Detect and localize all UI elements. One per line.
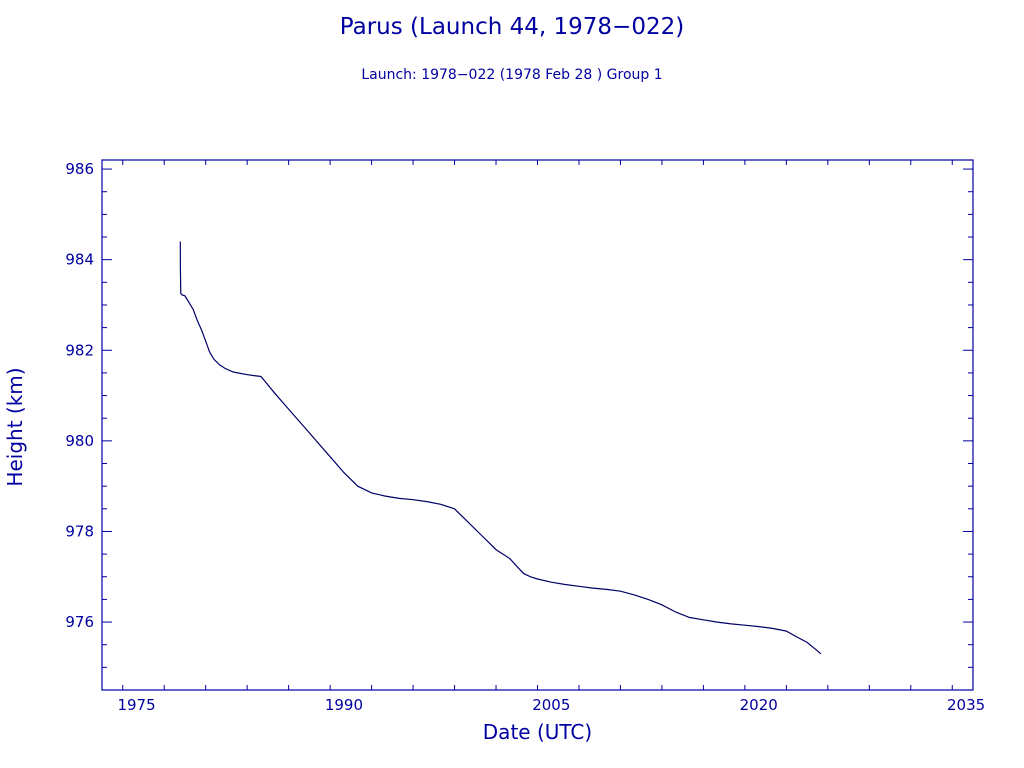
- plot-frame: [101, 159, 974, 691]
- y-axis-label: Height (km): [3, 367, 27, 486]
- axis-ticks: [102, 160, 973, 691]
- x-tick-label: 2035: [947, 696, 985, 714]
- x-tick-label: 2020: [740, 696, 778, 714]
- series-line: [179, 241, 822, 655]
- chart-title: Parus (Launch 44, 1978−022): [339, 14, 685, 40]
- chart-subtitle: Launch: 1978−022 (1978 Feb 28 ) Group 1: [361, 67, 663, 83]
- tick-labels: 1975 1990 2005 2020 2035 976 978 980 982 984 986: [65, 160, 985, 714]
- x-tick-label: 1975: [117, 696, 155, 714]
- y-tick-label: 984: [65, 251, 94, 269]
- x-tick-label: 2005: [532, 696, 570, 714]
- x-axis-label: Date (UTC): [483, 720, 592, 744]
- x-tick-label: 1990: [325, 696, 363, 714]
- y-tick-label: 986: [65, 160, 94, 178]
- y-tick-label: 982: [65, 341, 94, 359]
- y-tick-label: 980: [65, 432, 94, 450]
- y-tick-label: 976: [65, 613, 94, 631]
- y-tick-label: 978: [65, 522, 94, 540]
